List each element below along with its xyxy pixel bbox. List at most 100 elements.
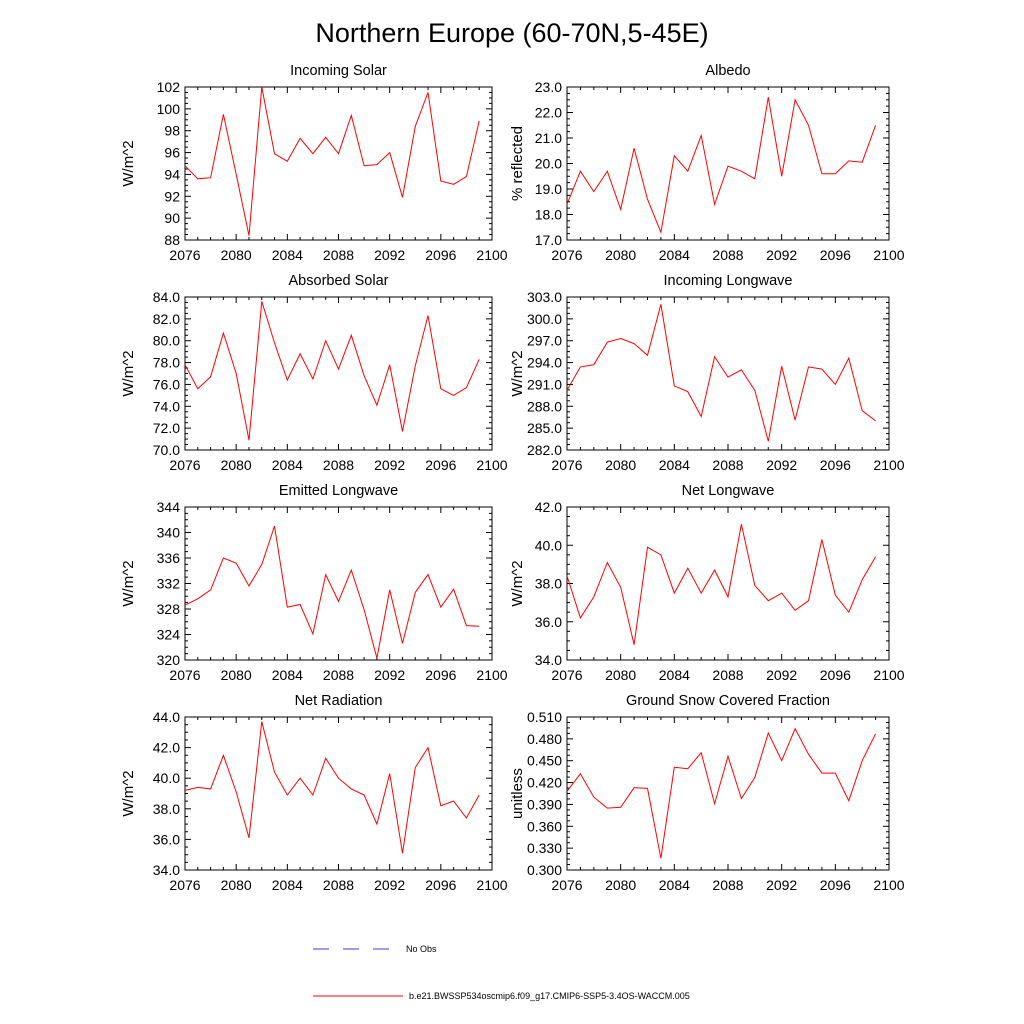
plot-frame (566, 506, 890, 661)
y-tick-label: 285.0 (527, 420, 562, 436)
x-tick-label: 2084 (659, 247, 690, 263)
x-tick-label: 2076 (551, 457, 582, 473)
x-tick-label: 2092 (374, 877, 405, 893)
x-tick-label: 2100 (476, 877, 507, 893)
y-tick-label: 288.0 (527, 398, 562, 414)
y-tick-label: 0.390 (527, 796, 562, 812)
y-tick-label: 297.0 (527, 333, 562, 349)
series-line (184, 86, 480, 236)
x-tick-label: 2084 (272, 667, 303, 683)
x-tick-label: 2088 (323, 667, 354, 683)
series-line (184, 301, 480, 441)
x-tick-label: 2088 (712, 457, 743, 473)
y-tick-label: 40.0 (535, 537, 562, 553)
x-tick-label: 2096 (820, 457, 851, 473)
chart-panel-2: Albedo 2076 2080 2084 2088 2092 2096 2100 17.0 18… (509, 63, 905, 263)
y-tick-label: 76.0 (153, 376, 180, 392)
x-tick-label: 2092 (374, 247, 405, 263)
x-tick-label: 2076 (169, 667, 200, 683)
y-tick-label: 84.0 (153, 289, 180, 305)
y-tick-label: 98 (164, 123, 180, 139)
panel-title: Ground Snow Covered Fraction (626, 693, 830, 709)
y-tick-label: 324 (157, 627, 181, 643)
x-tick-label: 2084 (272, 877, 303, 893)
panel-title: Net Longwave (682, 483, 775, 499)
x-tick-label: 2092 (374, 457, 405, 473)
x-tick-label: 2096 (425, 247, 456, 263)
y-tick-label: 0.510 (527, 709, 562, 725)
series-line (566, 727, 877, 859)
y-tick-label: 38.0 (535, 576, 562, 592)
y-tick-label: 18.0 (535, 207, 562, 223)
legend: No Obs b.e21.BWSSP534oscmip6.f09_g17.CMI… (313, 944, 690, 1001)
plot-frame (184, 296, 493, 451)
x-tick-label: 2080 (221, 667, 252, 683)
x-tick-label: 2076 (551, 667, 582, 683)
y-tick-label: 40.0 (153, 770, 180, 786)
plot-frame (184, 716, 493, 871)
y-tick-label: 92 (164, 188, 180, 204)
plot-frame (566, 716, 890, 871)
chart-panel-3: Absorbed Solar 2076 2080 2084 2088 2092 2096 21… (120, 273, 508, 473)
panel-title: Albedo (705, 63, 750, 79)
y-tick-label: 23.0 (535, 79, 562, 95)
y-tick-label: 42.0 (153, 740, 180, 756)
y-tick-label: 0.300 (527, 862, 562, 878)
y-tick-label: 344 (157, 499, 181, 515)
y-tick-label: 332 (157, 576, 181, 592)
y-axis-label: W/m^2 (509, 350, 526, 396)
y-tick-label: 42.0 (535, 499, 562, 515)
x-tick-label: 2088 (323, 247, 354, 263)
y-tick-label: 82.0 (153, 311, 180, 327)
y-tick-label: 34.0 (535, 652, 562, 668)
x-tick-label: 2080 (605, 667, 636, 683)
y-axis-label: W/m^2 (120, 770, 137, 816)
x-tick-label: 2080 (605, 877, 636, 893)
plot-frame (184, 86, 493, 241)
y-tick-label: 17.0 (535, 232, 562, 248)
series-line (566, 304, 876, 442)
y-tick-label: 282.0 (527, 442, 562, 458)
y-tick-label: 100 (157, 101, 181, 117)
x-tick-label: 2100 (476, 247, 507, 263)
x-tick-label: 2092 (766, 667, 797, 683)
plot-frame (566, 86, 890, 241)
y-axis-label: W/m^2 (509, 560, 526, 606)
y-tick-label: 44.0 (153, 709, 180, 725)
y-tick-label: 294.0 (527, 355, 562, 371)
chart-panel-5: Emitted Longwave 2076 2080 2084 2088 2092 2096… (120, 483, 508, 683)
plot-frame (184, 506, 493, 661)
y-tick-label: 0.450 (527, 753, 562, 769)
y-tick-label: 300.0 (527, 311, 562, 327)
y-tick-label: 320 (157, 652, 181, 668)
y-tick-label: 38.0 (153, 801, 180, 817)
y-axis-label: % reflected (509, 126, 526, 201)
y-tick-label: 303.0 (527, 289, 562, 305)
y-tick-label: 336 (157, 550, 181, 566)
x-tick-label: 2076 (551, 877, 582, 893)
chart-panel-4: Incoming Longwave 2076 2080 2084 2088 2092 209… (509, 273, 905, 473)
x-tick-label: 2092 (374, 667, 405, 683)
x-tick-label: 2076 (551, 247, 582, 263)
series-line (566, 97, 877, 235)
x-tick-label: 2088 (712, 247, 743, 263)
x-tick-label: 2096 (425, 667, 456, 683)
x-tick-label: 2084 (272, 247, 303, 263)
x-tick-label: 2100 (873, 247, 904, 263)
y-axis-label: W/m^2 (120, 350, 137, 396)
x-tick-label: 2096 (820, 877, 851, 893)
panel-title: Incoming Longwave (664, 273, 793, 289)
y-tick-label: 88 (164, 232, 180, 248)
x-tick-label: 2080 (605, 247, 636, 263)
y-tick-label: 0.420 (527, 775, 562, 791)
x-tick-label: 2088 (323, 877, 354, 893)
x-tick-label: 2088 (323, 457, 354, 473)
x-tick-label: 2092 (766, 247, 797, 263)
x-tick-label: 2084 (659, 877, 690, 893)
chart-panel-1: Incoming Solar 2076 2080 2084 2088 2092 2096 21… (120, 63, 508, 263)
y-tick-label: 80.0 (153, 333, 180, 349)
y-tick-label: 291.0 (527, 376, 562, 392)
x-tick-label: 2096 (820, 667, 851, 683)
y-axis-label: W/m^2 (120, 560, 137, 606)
figure-title: Northern Europe (60-70N,5-45E) (315, 18, 708, 48)
